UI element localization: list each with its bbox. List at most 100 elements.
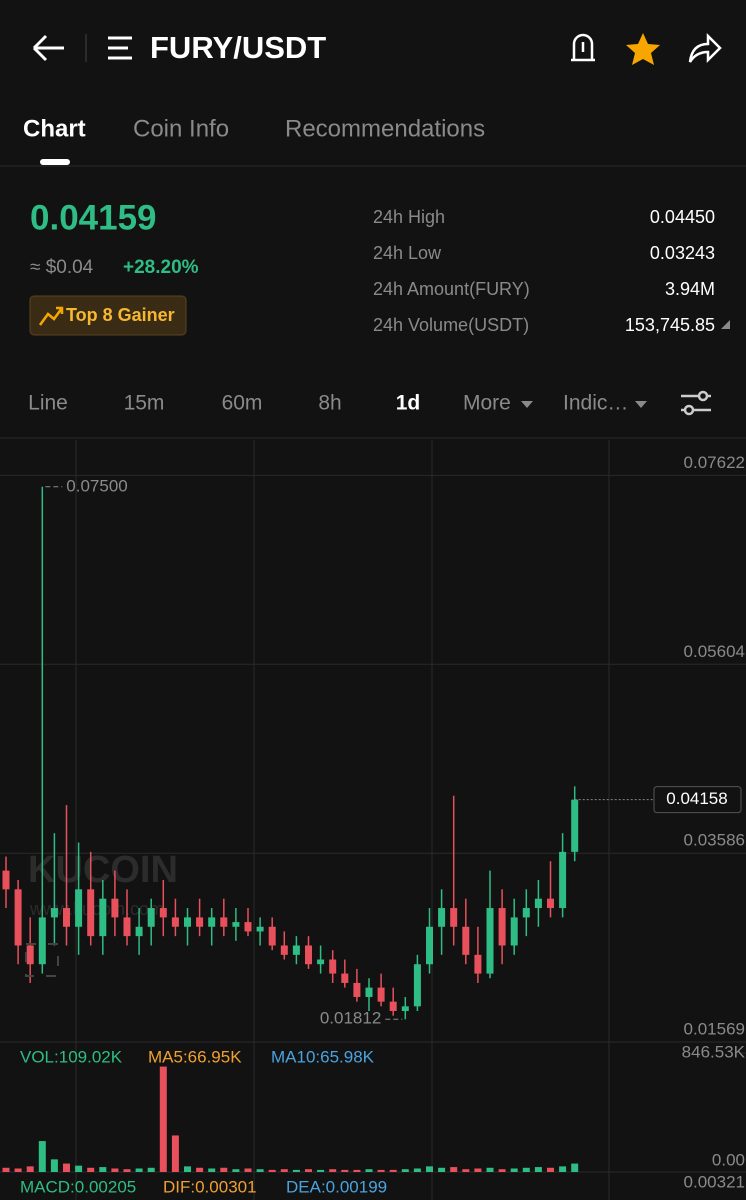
candle-body (38, 917, 46, 965)
interval[interactable]: Line (28, 392, 68, 415)
candle-body (220, 917, 228, 927)
candle-body (256, 926, 264, 932)
interval[interactable]: 8h (318, 392, 341, 415)
badge[interactable] (29, 295, 187, 336)
grid: 0.01569 0.03586 0.05604 0.07622 (0, 440, 746, 1200)
stats: 24h High 0.04450 24h Low 0.03243 24h Amount(… (373, 207, 715, 335)
y-tick-label: 0.07622 (684, 453, 745, 472)
interval-bar: Line 15m 60m 8h 1d More Indic… (28, 392, 647, 415)
candle-body (99, 898, 107, 937)
volume-bar (196, 1167, 204, 1172)
volume-bar (486, 1167, 494, 1172)
settings-knob (683, 404, 695, 416)
vol-legend: VOL:109.02K (20, 1047, 123, 1066)
candle-body (184, 917, 191, 927)
stat-label: 24h Volume(USDT) (373, 315, 529, 335)
candle-body (413, 964, 421, 1007)
candle-body (280, 945, 288, 955)
candle-body (123, 917, 131, 937)
back-icon[interactable] (32, 34, 64, 62)
candle-body (196, 917, 204, 927)
candle-body (305, 945, 312, 965)
volume-bar (377, 1169, 385, 1172)
candle-body (341, 973, 349, 983)
candle-body (547, 898, 554, 909)
candle-body (571, 799, 579, 852)
share-icon[interactable] (688, 32, 722, 64)
candle-body (377, 987, 385, 1002)
macd-tick: 0.00 (712, 1150, 745, 1169)
interval[interactable]: 15m (124, 392, 165, 415)
interval[interactable]: 1d (396, 392, 421, 415)
interval[interactable]: More (463, 392, 511, 415)
tab[interactable]: Chart (23, 115, 86, 142)
volume-bar (63, 1163, 70, 1172)
candle-body (171, 917, 179, 927)
candle-body (159, 908, 167, 918)
macd-tick: 0.00321 (684, 1172, 745, 1191)
volume-bar (87, 1167, 95, 1172)
volume-bar (413, 1168, 421, 1172)
volume-bar (2, 1167, 10, 1172)
vol-legend: MA10:65.98K (271, 1047, 375, 1066)
candle-body (462, 926, 470, 955)
volume-bar (438, 1167, 446, 1172)
candle-body (317, 959, 325, 965)
dropdown-caret (635, 401, 647, 408)
volume-bar (135, 1168, 143, 1172)
volume-bar (280, 1169, 288, 1172)
volume-bar (317, 1169, 325, 1172)
volume-bar (341, 1169, 349, 1172)
candle-body (75, 889, 83, 927)
stat-value: 3.94M (665, 279, 715, 299)
volume-bar (208, 1168, 216, 1172)
candle-body (474, 954, 482, 974)
stat-value: 0.03243 (650, 243, 715, 263)
candle-body (147, 908, 155, 927)
candle-body (244, 922, 252, 932)
menu-icon[interactable] (108, 36, 132, 60)
candle-body (268, 926, 276, 946)
volume-bar (401, 1169, 409, 1172)
stat-label: 24h Low (373, 243, 442, 263)
favorite-icon[interactable] (626, 33, 660, 65)
candle-body (426, 926, 433, 965)
candle-body (208, 917, 216, 927)
volume-bar (184, 1166, 191, 1172)
y-tick-label: 0.01569 (684, 1019, 745, 1038)
badge-icon (38, 306, 64, 326)
candle-body (111, 898, 119, 918)
candle-body (232, 922, 240, 927)
interval[interactable]: Indic… (563, 392, 628, 415)
volume-bar (305, 1169, 312, 1172)
volume-bar (559, 1166, 567, 1172)
fullscreen-icon[interactable] (25, 943, 59, 977)
candle-body (401, 1006, 409, 1012)
tab[interactable]: Coin Info (133, 115, 229, 142)
stat-value: 0.04450 (650, 207, 715, 227)
volume-bar (99, 1167, 107, 1172)
alert-icon[interactable] (571, 33, 595, 62)
settings-knob (697, 390, 709, 402)
volume-bar (522, 1167, 530, 1172)
last-price: 0.04159 (30, 198, 157, 237)
candle-body (559, 851, 567, 909)
tab[interactable]: Recommendations (285, 115, 485, 142)
candle-body (26, 945, 34, 965)
min-label: 0.01812 (320, 1009, 381, 1028)
max-label: 0.07500 (66, 476, 127, 495)
volume-bar (389, 1169, 397, 1172)
change: +28.20% (123, 257, 199, 278)
candle-body (353, 982, 361, 997)
interval[interactable]: 60m (222, 392, 263, 415)
last-price-box (653, 786, 742, 814)
candle-body (450, 908, 458, 927)
stat-label: 24h Amount(FURY) (373, 279, 530, 299)
volume-bar (147, 1167, 155, 1172)
tab-indicator (40, 159, 70, 165)
candle-body (292, 945, 300, 955)
volume-bar (353, 1169, 361, 1172)
volume-bar (268, 1169, 276, 1172)
